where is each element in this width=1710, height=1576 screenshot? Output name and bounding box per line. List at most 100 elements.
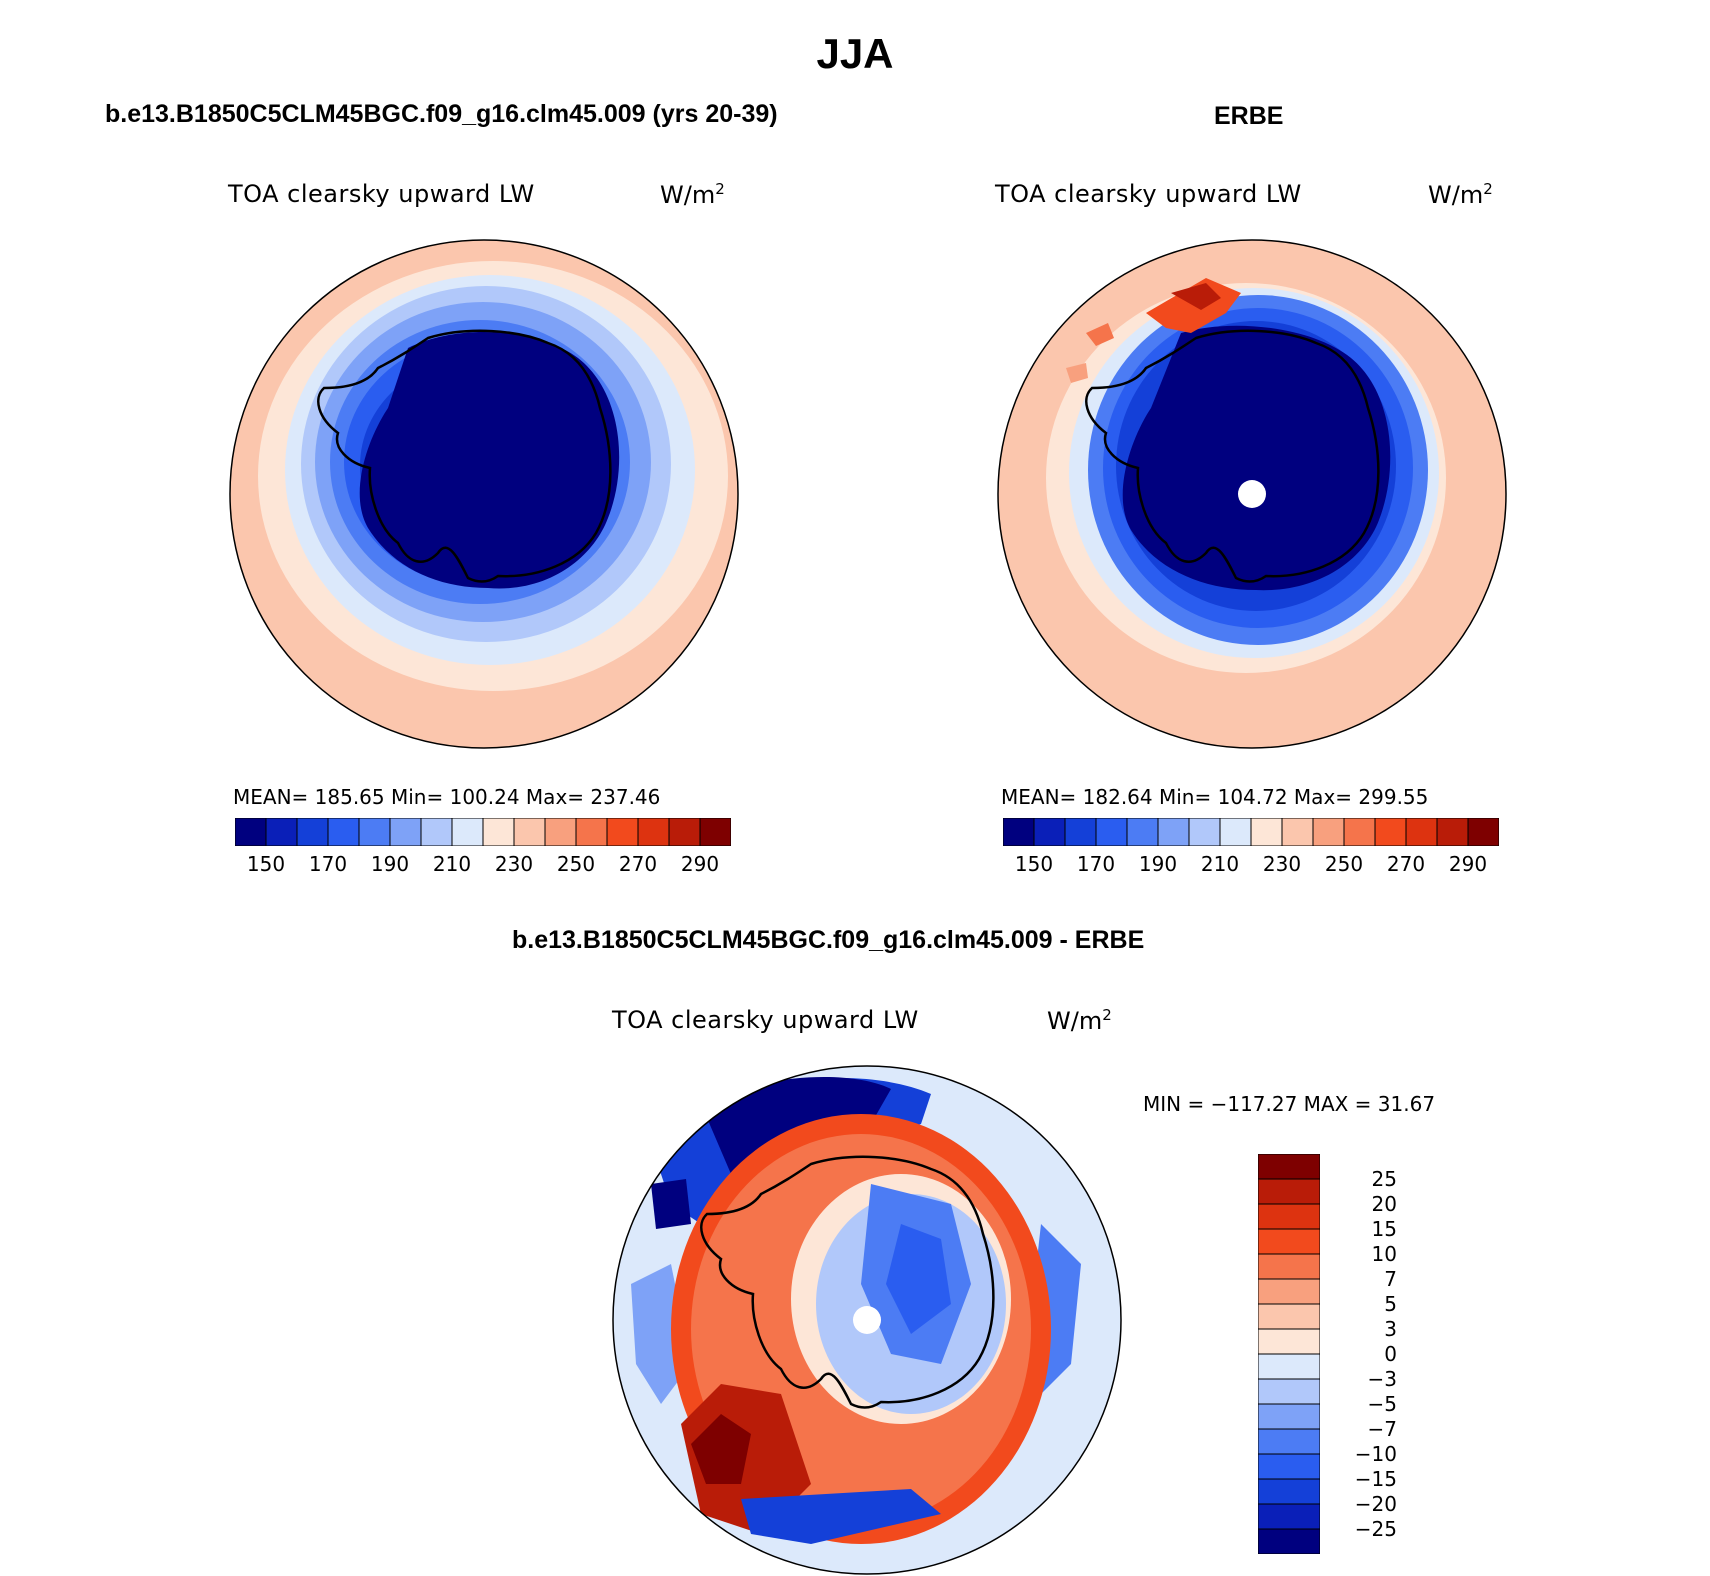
obs-polar-map (997, 239, 1507, 749)
colorbar-box (637, 818, 670, 846)
colorbar-tick-label: 0 (1384, 1342, 1397, 1366)
obs-stats: MEAN= 182.64 Min= 104.72 Max= 299.55 (1001, 785, 1429, 809)
colorbar-box (1258, 1328, 1320, 1355)
model-colorbar (235, 818, 731, 846)
colorbar-tick-label: 150 (246, 852, 286, 876)
colorbar-box (1281, 818, 1314, 846)
colorbar-box (1258, 1528, 1320, 1554)
colorbar-tick-label: 290 (1448, 852, 1488, 876)
colorbar-box (235, 818, 267, 846)
obs-panel-title: ERBE (1214, 102, 1284, 130)
colorbar-tick-label: 5 (1384, 1292, 1397, 1316)
colorbar-tick-label: 210 (1200, 852, 1240, 876)
colorbar-tick-label: 190 (1138, 852, 1178, 876)
colorbar-tick-label: 270 (618, 852, 658, 876)
colorbar-box (451, 818, 484, 846)
colorbar-box (420, 818, 453, 846)
colorbar-box (1258, 1453, 1320, 1480)
colorbar-tick-label: 190 (370, 852, 410, 876)
colorbar-tick-label: −7 (1367, 1417, 1397, 1441)
colorbar-box (1258, 1478, 1320, 1505)
colorbar-box (575, 818, 608, 846)
colorbar-box (482, 818, 515, 846)
colorbar-box (1033, 818, 1066, 846)
model-panel-title: b.e13.B1850C5CLM45BGC.f09_g16.clm45.009 … (105, 100, 778, 128)
colorbar-tick-label: 20 (1371, 1192, 1397, 1216)
colorbar-box (513, 818, 546, 846)
colorbar-box (1312, 818, 1345, 846)
colorbar-box (1126, 818, 1159, 846)
colorbar-box (1250, 818, 1283, 846)
colorbar-box (668, 818, 701, 846)
colorbar-tick-label: 3 (1384, 1317, 1397, 1341)
colorbar-box (358, 818, 391, 846)
colorbar-box (1095, 818, 1128, 846)
colorbar-box (1343, 818, 1376, 846)
colorbar-box (1258, 1203, 1320, 1230)
model-polar-map (229, 239, 739, 749)
colorbar-box (1374, 818, 1407, 846)
colorbar-tick-label: 10 (1371, 1242, 1397, 1266)
colorbar-tick-label: −10 (1354, 1442, 1397, 1466)
colorbar-tick-label: 250 (556, 852, 596, 876)
model-units-label: W/m2 (660, 180, 725, 209)
colorbar-tick-label: 170 (1076, 852, 1116, 876)
colorbar-box (1258, 1228, 1320, 1255)
colorbar-box (1258, 1303, 1320, 1330)
colorbar-tick-label: 250 (1324, 852, 1364, 876)
colorbar-tick-label: −25 (1354, 1517, 1397, 1541)
diff-colorbar-ticks: 25 20 15 10 7 5 3 0 −3 −5 −7 −10 −15 −20 −25 (1327, 1154, 1407, 1554)
colorbar-box (389, 818, 422, 846)
colorbar-box (296, 818, 329, 846)
colorbar-box (1258, 1253, 1320, 1280)
colorbar-tick-label: 230 (494, 852, 534, 876)
diff-stats: MIN = −117.27 MAX = 31.67 (1143, 1092, 1436, 1116)
colorbar-box (1258, 1353, 1320, 1380)
colorbar-box (1405, 818, 1438, 846)
diff-panel-title: b.e13.B1850C5CLM45BGC.f09_g16.clm45.009 … (512, 926, 1145, 954)
colorbar-box (1258, 1154, 1320, 1180)
colorbar-box (1467, 818, 1499, 846)
colorbar-box (606, 818, 639, 846)
model-variable-label: TOA clearsky upward LW (228, 180, 535, 208)
diff-polar-map (612, 1065, 1122, 1575)
diff-units-label: W/m2 (1047, 1006, 1112, 1035)
colorbar-tick-label: 290 (680, 852, 720, 876)
model-colorbar-ticks: 150 170 190 210 230 250 270 290 (235, 852, 731, 878)
colorbar-box (1258, 1403, 1320, 1430)
colorbar-tick-label: 150 (1014, 852, 1054, 876)
colorbar-box (544, 818, 577, 846)
colorbar-tick-label: 170 (308, 852, 348, 876)
colorbar-box (1258, 1503, 1320, 1530)
colorbar-tick-label: 25 (1371, 1167, 1397, 1191)
colorbar-box (1188, 818, 1221, 846)
figure-title: JJA (816, 30, 894, 77)
colorbar-box (1003, 818, 1035, 846)
obs-colorbar-ticks: 150 170 190 210 230 250 270 290 (1003, 852, 1499, 878)
colorbar-box (699, 818, 731, 846)
colorbar-box (1436, 818, 1469, 846)
obs-colorbar (1003, 818, 1499, 846)
diff-variable-label: TOA clearsky upward LW (612, 1006, 919, 1034)
colorbar-box (1258, 1378, 1320, 1405)
colorbar-box (265, 818, 298, 846)
colorbar-box (1258, 1278, 1320, 1305)
colorbar-box (1258, 1428, 1320, 1455)
colorbar-tick-label: 270 (1386, 852, 1426, 876)
colorbar-tick-label: −3 (1367, 1367, 1397, 1391)
colorbar-tick-label: −20 (1354, 1492, 1397, 1516)
colorbar-tick-label: 210 (432, 852, 472, 876)
colorbar-tick-label: 230 (1262, 852, 1302, 876)
colorbar-box (327, 818, 360, 846)
colorbar-tick-label: 7 (1384, 1267, 1397, 1291)
obs-variable-label: TOA clearsky upward LW (995, 180, 1302, 208)
colorbar-box (1258, 1178, 1320, 1205)
diff-colorbar (1258, 1154, 1320, 1554)
colorbar-box (1157, 818, 1190, 846)
colorbar-tick-label: −15 (1354, 1467, 1397, 1491)
colorbar-box (1064, 818, 1097, 846)
model-stats: MEAN= 185.65 Min= 100.24 Max= 237.46 (233, 785, 661, 809)
colorbar-tick-label: −5 (1367, 1392, 1397, 1416)
obs-units-label: W/m2 (1428, 180, 1493, 209)
colorbar-box (1219, 818, 1252, 846)
